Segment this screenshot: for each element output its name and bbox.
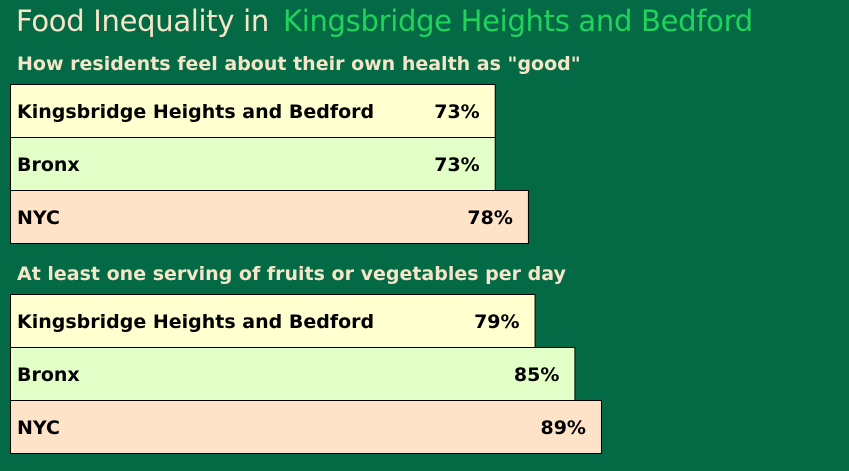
title-prefix: Food Inequality in bbox=[16, 4, 269, 38]
value-label-2-3: 89% bbox=[540, 417, 585, 439]
chart-title: Food Inequality in Kingsbridge Heights an… bbox=[16, 4, 753, 38]
title-place: Kingsbridge Heights and Bedford bbox=[283, 4, 753, 38]
panel-2-title: At least one serving of fruits or vegeta… bbox=[17, 263, 566, 285]
bar-label-1-1: Kingsbridge Heights and Bedford bbox=[17, 101, 374, 123]
bar-label-2-2: Bronx bbox=[17, 364, 80, 386]
panel-1-title: How residents feel about their own healt… bbox=[17, 53, 581, 75]
bar-2-3 bbox=[10, 400, 602, 454]
value-label-1-2: 73% bbox=[434, 154, 479, 176]
value-label-2-2: 85% bbox=[514, 364, 559, 386]
value-label-2-1: 79% bbox=[474, 311, 519, 333]
bar-label-2-3: NYC bbox=[17, 417, 60, 439]
bar-2-1 bbox=[10, 294, 536, 348]
bar-label-2-1: Kingsbridge Heights and Bedford bbox=[17, 311, 374, 333]
bar-2-2 bbox=[10, 347, 576, 401]
value-label-1-3: 78% bbox=[467, 207, 512, 229]
bar-label-1-2: Bronx bbox=[17, 154, 80, 176]
bar-1-2 bbox=[10, 137, 496, 191]
value-label-1-1: 73% bbox=[434, 101, 479, 123]
bar-label-1-3: NYC bbox=[17, 207, 60, 229]
bar-1-3 bbox=[10, 190, 529, 244]
